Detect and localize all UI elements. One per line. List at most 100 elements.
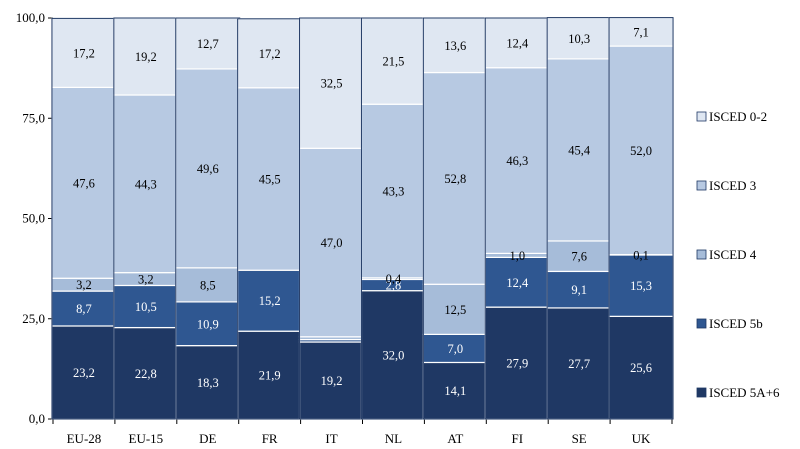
bar-segment xyxy=(175,17,241,70)
bar-stack-EU-28: 23,2 8,7 3,2 47,6 17,2 xyxy=(51,17,117,420)
bar-segment xyxy=(422,17,488,74)
x-tick-label: DE xyxy=(199,431,216,446)
bar-stack-EU-15: 22,8 10,5 3,2 44,3 19,2 xyxy=(113,17,179,420)
legend-swatch xyxy=(696,111,707,122)
data-label: 14,1 xyxy=(444,384,466,398)
data-label: 21,5 xyxy=(383,55,405,69)
legend-label: ISCED 3 xyxy=(709,178,756,193)
y-tick-label: 0,0 xyxy=(29,411,45,426)
bar-outline xyxy=(608,17,674,420)
legend-label: ISCED 5b xyxy=(709,316,763,331)
bar-segment xyxy=(237,87,303,271)
data-label: 10,9 xyxy=(197,317,219,331)
y-tick-label: 75,0 xyxy=(22,110,45,125)
plot-area: 0,0 25,0 50,0 75,0 100,0 23,2 8,7 3,2 47,6 17,2 EU… xyxy=(16,10,674,446)
bar-segment xyxy=(113,17,179,96)
bar-segment xyxy=(298,17,365,149)
data-label: 15,3 xyxy=(630,279,652,293)
bar-stack-NL: 32,0 2,80,4 43,3 21,5 xyxy=(360,17,427,420)
legend: ISCED 0-2 ISCED 3 ISCED 4 ISCED 5b ISCED 5A+… xyxy=(696,109,780,400)
data-label: 0,4 xyxy=(386,272,402,286)
data-label: 17,2 xyxy=(259,47,281,61)
bar-segment xyxy=(175,267,241,303)
data-label: 10,5 xyxy=(135,300,157,314)
bar-segment xyxy=(113,326,179,420)
x-tick-label: EU-15 xyxy=(129,431,164,446)
data-label: 47,0 xyxy=(321,236,343,250)
legend-swatch xyxy=(696,180,707,191)
bar-stack-DE: 18,3 10,9 8,5 49,6 12,7 xyxy=(175,17,241,420)
bar-stack-IT: 19,2 47,0 32,5 xyxy=(298,17,365,420)
bar-segment xyxy=(608,315,674,420)
bar-stack-FI: 27,9 12,4 1,0 46,3 12,4 xyxy=(484,17,550,420)
data-label: 7,6 xyxy=(571,250,587,264)
data-label: 46,3 xyxy=(506,154,528,168)
x-tick-label: EU-28 xyxy=(67,431,102,446)
bar-segment xyxy=(360,17,427,105)
y-tick-label: 100,0 xyxy=(16,10,45,25)
data-label: 7,1 xyxy=(633,25,649,39)
x-tick-label: UK xyxy=(632,431,651,446)
data-label: 3,2 xyxy=(138,273,154,287)
legend-item: ISCED 5b xyxy=(696,316,763,331)
bar-segment xyxy=(175,68,241,269)
bar-stack-UK: 25,6 15,3 0,1 52,0 7,1 xyxy=(608,16,674,420)
data-label: 17,2 xyxy=(73,46,95,60)
x-tick-label: SE xyxy=(572,431,587,446)
y-tick-label: 25,0 xyxy=(22,311,45,326)
data-label: 22,8 xyxy=(135,367,157,381)
legend-label: ISCED 5A+6 xyxy=(709,385,780,400)
data-label: 12,5 xyxy=(444,303,466,317)
legend-label: ISCED 0-2 xyxy=(709,109,767,124)
data-label: 52,8 xyxy=(444,172,466,186)
data-label: 23,2 xyxy=(73,366,95,380)
x-tick-label: FR xyxy=(262,431,278,446)
data-label: 45,4 xyxy=(568,143,591,157)
data-label: 27,9 xyxy=(506,357,528,371)
bar-segment xyxy=(113,94,179,274)
data-label: 2,8 xyxy=(386,279,402,293)
bar-segment xyxy=(484,67,550,254)
data-label: 32,5 xyxy=(321,77,343,91)
data-label: 9,1 xyxy=(571,283,587,297)
data-label: 13,6 xyxy=(444,39,466,53)
legend-item: ISCED 5A+6 xyxy=(696,385,780,400)
data-label: 8,7 xyxy=(76,302,92,316)
legend-item: ISCED 4 xyxy=(696,247,757,262)
x-tick-label: NL xyxy=(385,431,402,446)
data-label: 7,0 xyxy=(448,342,464,356)
legend-swatch xyxy=(696,318,707,329)
x-tick-label: AT xyxy=(447,431,463,446)
legend-swatch xyxy=(696,387,707,398)
data-label: 8,5 xyxy=(200,278,216,292)
data-label: 0,1 xyxy=(633,248,649,262)
y-tick-label: 50,0 xyxy=(22,211,45,226)
bar-segment xyxy=(360,290,427,420)
data-label: 32,0 xyxy=(383,348,405,362)
data-label: 19,2 xyxy=(135,50,157,64)
data-label: 15,2 xyxy=(259,294,281,308)
data-label: 10,3 xyxy=(568,32,590,46)
data-label: 21,9 xyxy=(259,369,281,383)
data-label: 47,6 xyxy=(73,176,95,190)
data-label: 19,2 xyxy=(321,374,343,388)
bar-stack-SE: 27,7 9,1 7,6 45,4 10,3 xyxy=(546,16,612,420)
data-label: 45,5 xyxy=(259,173,281,187)
data-label: 12,4 xyxy=(506,276,529,290)
data-label: 1,0 xyxy=(509,249,525,263)
bar-segment xyxy=(484,306,550,420)
data-label: 44,3 xyxy=(135,177,157,191)
data-label: 12,7 xyxy=(197,37,219,51)
bar-segment xyxy=(298,147,365,338)
bar-stack-AT: 14,1 7,0 12,5 52,8 13,6 xyxy=(422,17,488,420)
legend-label: ISCED 4 xyxy=(709,247,757,262)
legend-item: ISCED 3 xyxy=(696,178,756,193)
data-label: 49,6 xyxy=(197,162,219,176)
data-label: 3,2 xyxy=(76,278,92,292)
data-label: 52,0 xyxy=(630,144,652,158)
data-label: 43,3 xyxy=(383,185,405,199)
legend-item: ISCED 0-2 xyxy=(696,109,767,124)
bar-segment xyxy=(484,17,550,69)
data-label: 25,6 xyxy=(630,361,652,375)
